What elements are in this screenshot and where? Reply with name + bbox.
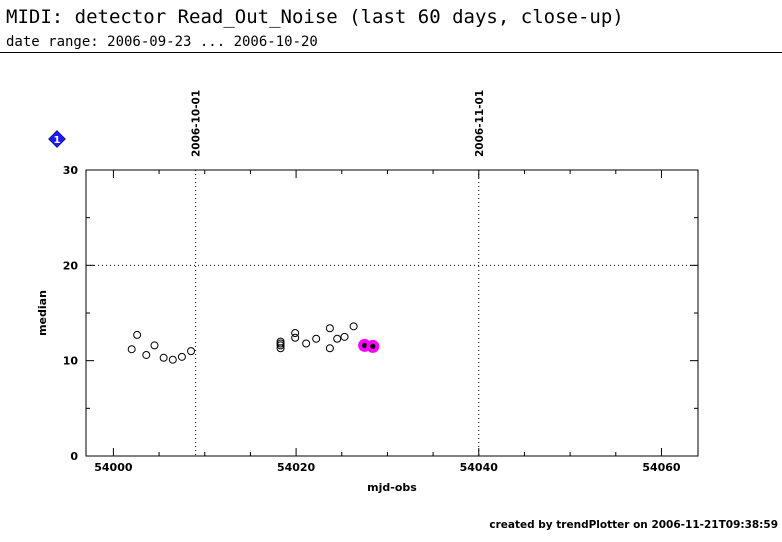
data-point — [159, 353, 168, 362]
chart-title: MIDI: detector Read_Out_Noise (last 60 d… — [6, 6, 624, 28]
x-tick-label: 54060 — [642, 461, 681, 474]
date-marker-label: 2006-10-01 — [191, 90, 203, 157]
date-marker-label: 2006-11-01 — [474, 90, 486, 157]
data-point — [291, 333, 300, 342]
date-range-subtitle: date range: 2006-09-23 ... 2006-10-20 — [6, 34, 318, 50]
x-tick-label: 54040 — [460, 461, 499, 474]
y-tick-label: 10 — [63, 355, 79, 368]
x-axis-label: mjd-obs — [367, 481, 417, 494]
data-point — [370, 343, 376, 349]
data-point — [133, 330, 142, 339]
data-point — [325, 344, 334, 353]
data-point — [168, 355, 177, 364]
y-tick-label: 0 — [70, 450, 78, 463]
data-point — [325, 324, 334, 333]
data-point — [302, 339, 311, 348]
data-point — [276, 337, 285, 346]
data-point — [340, 332, 349, 341]
data-point — [333, 334, 342, 343]
data-point — [349, 322, 358, 331]
data-point — [127, 345, 136, 354]
footer-credit: created by trendPlotter on 2006-11-21T09… — [489, 519, 778, 531]
data-point — [150, 341, 159, 350]
y-tick-label: 20 — [63, 259, 79, 272]
data-point — [187, 347, 196, 356]
y-axis-label: median — [36, 290, 49, 336]
x-tick-label: 54000 — [94, 461, 133, 474]
y-tick-label: 30 — [63, 164, 79, 177]
x-tick-label: 54020 — [277, 461, 316, 474]
plot-frame — [85, 169, 699, 457]
header-divider — [0, 52, 782, 53]
data-point — [142, 350, 151, 359]
info-badge-label: 1 — [54, 135, 61, 146]
info-badge-icon: 1 — [48, 130, 66, 148]
data-point — [177, 352, 186, 361]
data-point — [361, 342, 368, 349]
data-point — [291, 329, 300, 338]
data-point — [312, 334, 321, 343]
